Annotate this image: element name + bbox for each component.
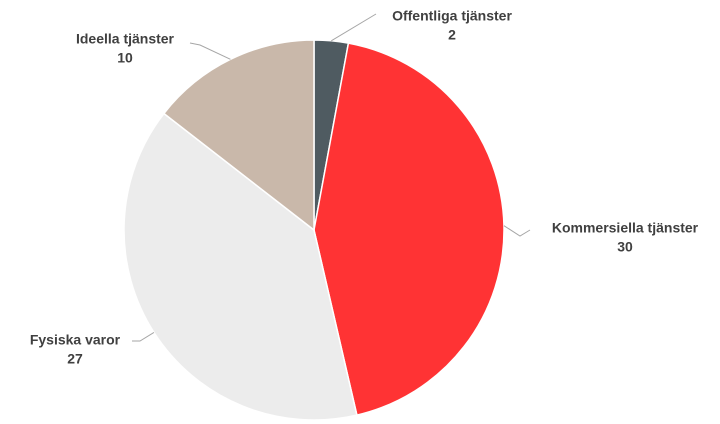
leader-line [503,225,531,237]
slice-label: Fysiska varor [30,332,121,348]
slice-value: 27 [67,351,83,367]
slice-value: 30 [617,239,633,255]
slice-value: 2 [448,27,456,43]
pie-slice [123,112,358,421]
slice-label: Ideella tjänster [76,31,175,47]
slice-value: 10 [117,50,133,66]
slice-label: Kommersiella tjänster [552,220,699,236]
leader-line [331,13,377,42]
leader-line [189,42,231,60]
slice-label: Offentliga tjänster [392,8,512,24]
pie-slice [162,39,315,232]
leader-line [132,331,155,342]
